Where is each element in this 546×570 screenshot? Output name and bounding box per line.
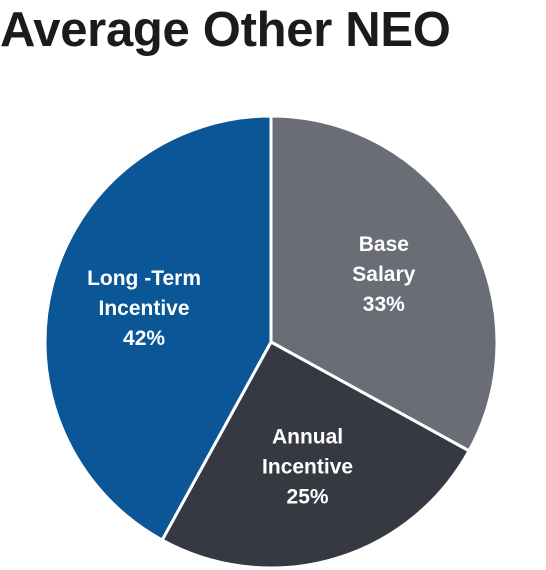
slice-1-label-line-1: Base	[359, 233, 409, 256]
slice-3-label-line-2: Incentive	[99, 297, 190, 320]
slice-2-label-line-2: Incentive	[262, 455, 353, 478]
pie-slice-3	[43, 114, 273, 542]
slice-3-label-line-3: 42%	[123, 327, 165, 350]
pie-slice-2	[160, 340, 471, 570]
slice-2-label-line-3: 25%	[287, 485, 329, 508]
slice-2-label-line-1: Annual	[272, 425, 343, 448]
pie-slice-1	[269, 114, 499, 453]
slice-1-label-line-3: 33%	[363, 293, 405, 316]
slice-1-label-line-2: Salary	[352, 263, 415, 286]
slice-3-label-line-1: Long -Term	[87, 267, 201, 290]
chart-title: Average Other NEO	[0, 3, 451, 57]
